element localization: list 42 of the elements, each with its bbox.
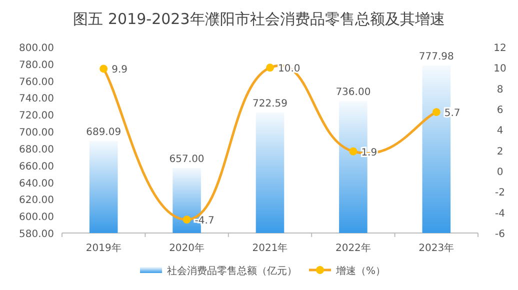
- legend-label: 社会消费品零售总额（亿元）: [167, 265, 297, 277]
- data-label: 777.98: [418, 52, 454, 63]
- y-tick-label: 640.00: [19, 178, 54, 190]
- chart-title: 图五 2019-2023年濮阳市社会消费品零售总额及其增速: [73, 10, 445, 28]
- y-tick-label: 720.00: [19, 110, 54, 122]
- x-tick-label: 2021年: [252, 242, 288, 254]
- y-tick-label: 780.00: [19, 60, 54, 71]
- legend-label: 增速（%）: [335, 265, 386, 277]
- y2-tick-label: 4: [496, 126, 504, 137]
- y2-tick-label: 10: [494, 64, 506, 75]
- data-label: 9.9: [112, 64, 128, 76]
- x-tick-label: 2022年: [335, 242, 371, 254]
- x-tick-label: 2019年: [86, 242, 122, 254]
- data-label: 657.00: [169, 154, 204, 165]
- y-tick-label: 740.00: [19, 94, 54, 105]
- y-tick-label: 600.00: [19, 212, 54, 224]
- y2-tick-label: 6: [496, 105, 504, 116]
- point: [100, 64, 108, 73]
- y2-tick-label: -4: [495, 208, 505, 220]
- x-tick-label: 2023年: [418, 242, 454, 254]
- y2-tick-label: -2: [495, 188, 505, 199]
- y-tick-label: 760.00: [19, 76, 54, 88]
- data-label: 722.59: [252, 98, 288, 110]
- y-tick-label: 580.00: [19, 229, 54, 240]
- point: [266, 64, 274, 72]
- y2-tick-label: 2: [496, 146, 504, 158]
- point: [182, 216, 191, 224]
- point: [349, 147, 358, 156]
- y-tick-label: 620.00: [19, 195, 54, 206]
- y-tick-label: 660.00: [19, 161, 54, 172]
- y2-tick-label: 0: [496, 167, 504, 178]
- x-tick-label: 2020年: [169, 242, 205, 254]
- data-label: 736.00: [336, 87, 371, 98]
- y-tick-label: 700.00: [19, 128, 54, 139]
- y2-tick-label: 12: [494, 43, 506, 54]
- data-label: 689.09: [86, 126, 122, 138]
- point: [432, 108, 440, 116]
- y-tick-label: 680.00: [19, 144, 54, 156]
- y-tick-label: 800.00: [19, 43, 54, 54]
- y2-tick-label: 8: [496, 84, 504, 96]
- data-label: 5.7: [444, 108, 460, 120]
- y2-tick-label: -6: [495, 229, 505, 240]
